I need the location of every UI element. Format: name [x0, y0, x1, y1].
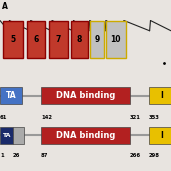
Text: A: A — [2, 2, 8, 11]
Text: DNA binding: DNA binding — [56, 131, 115, 140]
Text: 9: 9 — [94, 35, 100, 44]
Text: 142: 142 — [41, 115, 52, 120]
Bar — [149, 87, 171, 104]
Text: 26: 26 — [13, 153, 20, 158]
Bar — [41, 87, 130, 104]
Text: 353: 353 — [149, 115, 160, 120]
Text: 10: 10 — [111, 35, 121, 44]
Text: 1: 1 — [0, 153, 4, 158]
Text: 321: 321 — [130, 115, 141, 120]
Text: 266: 266 — [130, 153, 141, 158]
Text: 5: 5 — [11, 35, 16, 44]
Text: 61: 61 — [0, 115, 8, 120]
Text: TA: TA — [2, 133, 11, 138]
Text: 298: 298 — [149, 153, 160, 158]
Bar — [27, 21, 45, 58]
Text: 6: 6 — [33, 35, 38, 44]
Text: I: I — [160, 131, 163, 140]
Bar — [13, 127, 24, 144]
Text: I: I — [160, 91, 163, 100]
Bar — [149, 127, 171, 144]
Bar — [41, 127, 130, 144]
Bar — [3, 21, 23, 58]
Text: TA: TA — [6, 91, 16, 100]
Text: DNA binding: DNA binding — [56, 91, 115, 100]
Text: 87: 87 — [41, 153, 48, 158]
Bar — [0, 127, 13, 144]
Bar — [49, 21, 68, 58]
Bar — [90, 21, 104, 58]
Bar — [0, 87, 22, 104]
Bar — [71, 21, 88, 58]
Bar — [106, 21, 126, 58]
Text: 8: 8 — [77, 35, 82, 44]
Text: 7: 7 — [56, 35, 61, 44]
